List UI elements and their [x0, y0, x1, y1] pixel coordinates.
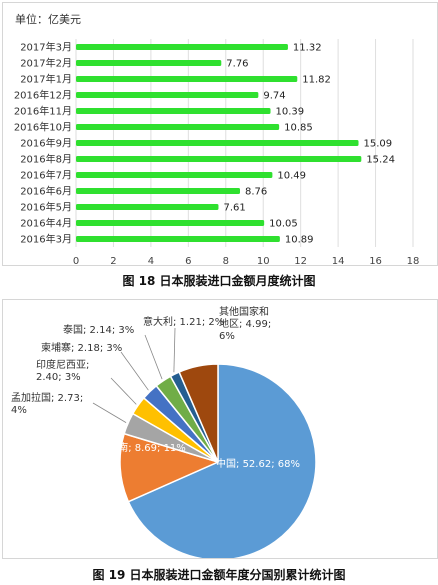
monthly-bar-chart-panel: 单位：亿美元 0 2 4 6 8 10 12 14 16 18 2017年3月 11.32 2017年2月…: [2, 2, 438, 267]
category-label: 2016年8月: [20, 153, 72, 166]
pie-data-label: 印度尼西亚;: [36, 358, 89, 371]
bar: [76, 140, 359, 146]
x-tick-label: 12: [294, 256, 307, 265]
bar: [76, 92, 259, 98]
bar-value-label: 15.24: [366, 155, 395, 166]
bar: [76, 60, 222, 66]
bar: [76, 44, 288, 50]
x-tick-label: 4: [148, 256, 154, 265]
category-label: 2017年2月: [20, 57, 72, 70]
category-label: 2016年4月: [20, 217, 72, 230]
category-label: 2016年11月: [14, 105, 72, 118]
leader-line: [144, 334, 163, 380]
country-pie-chart-panel: 中国; 52.62; 68% 越南; 8.69; 11% 孟加拉国; 2.73; 4%…: [2, 299, 438, 561]
category-label: 2017年1月: [20, 73, 72, 86]
bar: [76, 124, 280, 130]
bar: [76, 156, 362, 162]
pie-data-label: 意大利; 1.21; 2%: [143, 315, 224, 328]
bar: [76, 220, 265, 226]
bar-value-label: 9.74: [263, 91, 285, 102]
pie-data-label: 地区; 4.99;: [219, 317, 271, 330]
bar-value-label: 10.05: [269, 219, 298, 230]
pie-data-label: 泰国; 2.14; 3%: [63, 323, 134, 336]
figure-19-caption: 图 19 日本服装进口金额年度分国别累计统计图: [92, 568, 346, 582]
bar: [76, 108, 271, 114]
bar-value-label: 7.76: [226, 59, 248, 70]
pie-slice: [127, 363, 317, 561]
bar-value-label: 11.32: [293, 43, 322, 54]
pie-data-label: 柬埔寨; 2.18; 3%: [41, 341, 122, 354]
category-label: 2016年5月: [20, 201, 72, 214]
bar-value-label: 10.49: [277, 171, 306, 182]
pie-data-label: 越南; 8.69; 11%: [108, 441, 186, 454]
unit-label: 单位：亿美元: [15, 12, 81, 26]
bar-value-label: 15.09: [364, 139, 393, 150]
pie-data-label: 2.40; 3%: [36, 372, 81, 383]
x-tick-label: 6: [185, 256, 191, 265]
pie-slice: [119, 432, 221, 503]
bar: [76, 188, 241, 194]
x-tick-label: 18: [407, 256, 420, 265]
x-tick-label: 14: [332, 256, 345, 265]
bar-value-label: 11.82: [302, 75, 331, 86]
bar-value-label: 10.85: [284, 123, 313, 134]
pie-data-label: 6%: [219, 331, 235, 342]
leader-line: [173, 327, 176, 373]
bar: [76, 204, 219, 210]
pie-slice: [178, 363, 219, 463]
category-label: 2017年3月: [20, 41, 72, 54]
x-tick-label: 16: [369, 256, 382, 265]
bar-value-label: 10.89: [285, 235, 314, 246]
category-label: 2016年10月: [14, 121, 72, 134]
country-pie-chart: 中国; 52.62; 68% 越南; 8.69; 11% 孟加拉国; 2.73;4%…: [11, 305, 317, 561]
category-label: 2016年7月: [20, 169, 72, 182]
bar: [76, 76, 298, 82]
x-tick-label: 8: [223, 256, 229, 265]
x-tick-label: 0: [73, 256, 79, 265]
pie-data-label: 中国; 52.62; 68%: [216, 457, 300, 470]
bar-value-label: 7.61: [223, 203, 245, 214]
leader-line: [120, 351, 149, 391]
bar-value-label: 8.76: [245, 187, 267, 198]
bar-value-label: 10.39: [276, 107, 305, 118]
pie-data-label: 其他国家和: [219, 305, 269, 318]
x-tick-label: 2: [110, 256, 116, 265]
leader-line: [92, 402, 127, 423]
x-tick-label: 10: [257, 256, 270, 265]
bar: [76, 172, 273, 178]
bar: [76, 236, 280, 242]
monthly-bar-chart: 单位：亿美元 0 2 4 6 8 10 12 14 16 18 2017年3月 11.32 2017年2月…: [14, 12, 420, 267]
pie-data-label: 孟加拉国; 2.73;: [11, 391, 83, 404]
figure-18-caption: 图 18 日本服装进口金额月度统计图: [122, 274, 316, 288]
category-label: 2016年12月: [14, 89, 72, 102]
pie-data-label: 4%: [11, 405, 27, 416]
category-label: 2016年6月: [20, 185, 72, 198]
category-label: 2016年3月: [20, 233, 72, 246]
leader-line: [110, 377, 137, 405]
category-label: 2016年9月: [20, 137, 72, 150]
